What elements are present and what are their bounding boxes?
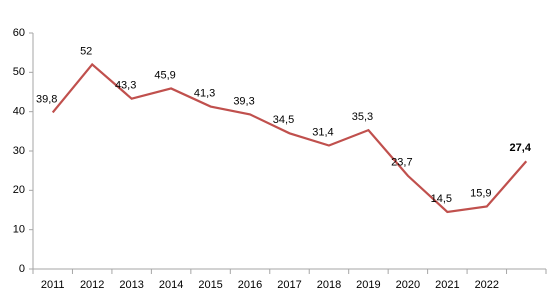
x-tick-label: 2016	[238, 279, 262, 291]
y-tick-label: 20	[13, 184, 25, 196]
value-label: 27,4	[510, 142, 532, 154]
x-tick-label: 2013	[119, 279, 143, 291]
x-tick-label: 2021	[435, 279, 459, 291]
x-tick-label: 2019	[356, 279, 380, 291]
y-tick-label: 50	[13, 66, 25, 78]
x-tick-label: 2015	[198, 279, 222, 291]
value-label: 31,4	[312, 126, 333, 138]
x-tick-label: 2011	[41, 279, 65, 291]
value-label: 41,3	[194, 87, 215, 99]
value-label: 52	[80, 45, 92, 57]
value-label: 39,8	[36, 93, 57, 105]
value-label: 43,3	[115, 80, 136, 92]
y-tick-label: 40	[13, 106, 25, 118]
value-label: 45,9	[154, 69, 175, 81]
value-label: 34,5	[273, 114, 294, 126]
y-tick-label: 30	[13, 145, 25, 157]
x-tick-label: 2020	[396, 279, 420, 291]
value-label: 39,3	[233, 95, 254, 107]
value-label: 23,7	[391, 157, 412, 169]
y-tick-label: 60	[13, 27, 25, 39]
value-label: 35,3	[352, 111, 373, 123]
x-tick-label: 2014	[159, 279, 183, 291]
y-tick-label: 10	[13, 224, 25, 236]
series-line	[51, 62, 528, 214]
x-tick-label: 2022	[475, 279, 499, 291]
x-tick-label: 2018	[317, 279, 341, 291]
x-tick-label: 2012	[80, 279, 104, 291]
x-tick-label: 2017	[277, 279, 301, 291]
value-label: 14,5	[431, 193, 452, 205]
value-label: 15,9	[470, 187, 491, 199]
y-tick-label: 0	[19, 263, 25, 275]
